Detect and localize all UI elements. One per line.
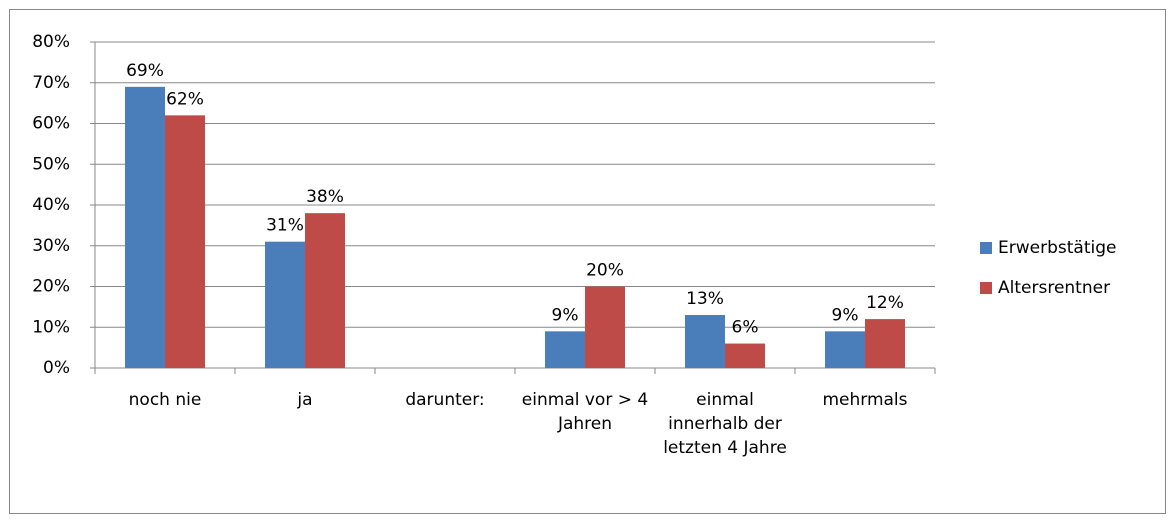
data-label: 31% xyxy=(266,216,304,236)
data-label: 20% xyxy=(586,261,624,281)
y-tick-label: 80% xyxy=(32,32,70,52)
bar xyxy=(865,319,905,368)
bar xyxy=(125,86,165,368)
bar xyxy=(725,343,765,368)
y-tick-label: 40% xyxy=(32,195,70,215)
data-label: 69% xyxy=(126,61,164,81)
data-label: 6% xyxy=(732,318,759,338)
y-tick-label: 30% xyxy=(32,236,70,256)
x-tick-label: darunter: xyxy=(405,390,485,410)
bar xyxy=(825,331,865,368)
data-label: 9% xyxy=(552,305,579,325)
y-tick-label: 20% xyxy=(32,277,70,297)
legend-label: Altersrentner xyxy=(998,278,1110,298)
x-tick-label: ja xyxy=(297,390,313,410)
data-label: 38% xyxy=(306,187,344,207)
bar xyxy=(545,331,585,368)
y-tick-label: 10% xyxy=(32,317,70,337)
y-tick-label: 50% xyxy=(32,154,70,174)
bar xyxy=(685,315,725,368)
x-tick-label: einmal innerhalb der letzten 4 Jahre xyxy=(663,390,787,458)
data-label: 12% xyxy=(866,293,904,313)
data-label: 62% xyxy=(166,89,204,109)
x-tick-label: noch nie xyxy=(128,390,202,410)
legend-label: Erwerbstätige xyxy=(998,238,1116,258)
data-label: 9% xyxy=(832,305,859,325)
y-tick-label: 0% xyxy=(43,358,70,378)
bar xyxy=(165,115,205,368)
bar xyxy=(305,213,345,368)
x-tick-label: einmal vor > 4 Jahren xyxy=(521,390,649,434)
x-tick-label: mehrmals xyxy=(822,390,908,410)
legend-swatch xyxy=(980,282,992,294)
data-label: 13% xyxy=(686,289,724,309)
bar xyxy=(265,241,305,368)
y-tick-label: 60% xyxy=(32,114,70,134)
legend-swatch xyxy=(980,242,992,254)
y-tick-label: 70% xyxy=(32,73,70,93)
bar xyxy=(585,286,625,368)
